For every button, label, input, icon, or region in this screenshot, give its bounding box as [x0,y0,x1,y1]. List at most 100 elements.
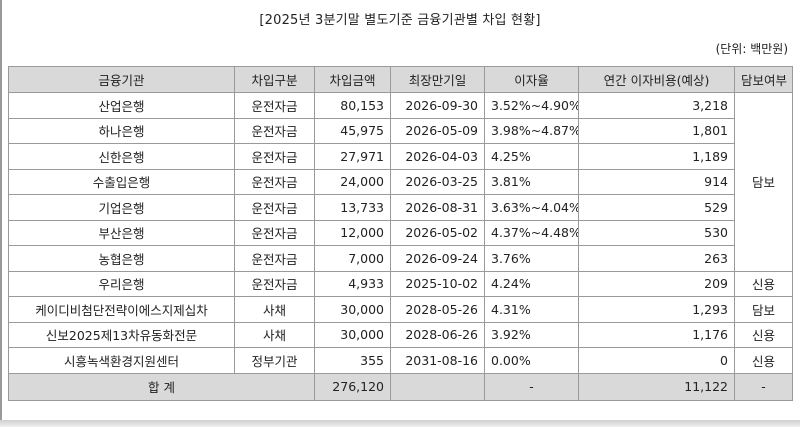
cell-type: 운전자금 [234,270,315,297]
cell-institution: 기업은행 [8,194,235,221]
cell-interest: 1,189 [578,143,735,170]
cell-rate: 0.00% [484,347,579,374]
cell-rate: 3.81% [484,168,579,195]
cell-type: 운전자금 [234,143,315,170]
cell-rate: 4.25% [484,143,579,170]
cell-institution: 부산은행 [8,219,235,246]
cell-rate: 3.63%~4.04% [484,194,579,221]
cell-amount: 30,000 [314,296,391,323]
table-title: [2025년 3분기말 별도기준 금융기관별 차입 현황] [259,13,541,28]
table-row: 수출입은행 운전자금 24,000 2026-03-25 3.81% 914 [8,168,793,195]
cell-interest: 1,293 [578,296,735,323]
cell-interest: 914 [578,168,735,195]
cell-type: 정부기관 [234,347,315,374]
table-row: 산업은행 운전자금 80,153 2026-09-30 3.52%~4.90% … [8,92,793,272]
header-amount: 차입금액 [314,66,391,93]
cell-amount: 12,000 [314,219,391,246]
unit-label: (단위: 백만원) [715,42,788,56]
cell-maturity: 2026-05-09 [390,117,485,144]
total-label: 합 계 [8,372,315,401]
table-row: 신한은행 운전자금 27,971 2026-04-03 4.25% 1,189 [8,143,793,170]
cell-amount: 13,733 [314,194,391,221]
table-row: 신보2025제13차유동화전문 사채 30,000 2028-06-26 3.9… [8,321,793,348]
cell-amount: 24,000 [314,168,391,195]
table-row: 케이디비첨단전략이에스지제십차 사채 30,000 2028-05-26 4.3… [8,296,793,323]
cell-interest: 209 [578,270,735,297]
cell-institution: 신보2025제13차유동화전문 [8,321,235,348]
table-row: 기업은행 운전자금 13,733 2026-08-31 3.63%~4.04% … [8,194,793,221]
borrowings-table: 금융기관 차입구분 차입금액 최장만기일 이자율 연간 이자비용(예상) 담보여… [8,66,793,401]
cell-amount: 27,971 [314,143,391,170]
cell-maturity: 2028-05-26 [390,296,485,323]
cell-rate: 4.24% [484,270,579,297]
header-interest: 연간 이자비용(예상) [578,66,735,93]
cell-type: 사채 [234,296,315,323]
cell-maturity: 2031-08-16 [390,347,485,374]
cell-rate: 3.52%~4.90% [484,92,579,119]
cell-institution: 시흥녹색환경지원센터 [8,347,235,374]
cell-maturity: 2025-10-02 [390,270,485,297]
total-rate: - [484,372,579,401]
window-left-edge [0,0,2,427]
cell-interest: 3,218 [578,92,735,119]
cell-amount: 4,933 [314,270,391,297]
cell-type: 운전자금 [234,245,315,272]
cell-collateral: 신용 [734,321,793,348]
cell-rate: 3.98%~4.87% [484,117,579,144]
cell-type: 운전자금 [234,92,315,119]
cell-maturity: 2026-08-31 [390,194,485,221]
cell-maturity: 2026-05-02 [390,219,485,246]
bottom-shadow [0,420,800,427]
cell-rate: 3.76% [484,245,579,272]
cell-rate: 3.92% [484,321,579,348]
table-row: 농협은행 운전자금 7,000 2026-09-24 3.76% 263 [8,245,793,272]
cell-interest: 530 [578,219,735,246]
header-rate: 이자율 [484,66,579,93]
cell-amount: 7,000 [314,245,391,272]
header-row: 금융기관 차입구분 차입금액 최장만기일 이자율 연간 이자비용(예상) 담보여… [8,66,793,93]
cell-amount: 80,153 [314,92,391,119]
header-collateral: 담보여부 [734,66,793,93]
cell-interest: 1,801 [578,117,735,144]
cell-institution: 수출입은행 [8,168,235,195]
cell-collateral: 신용 [734,347,793,374]
total-amount: 276,120 [314,372,391,401]
cell-type: 운전자금 [234,219,315,246]
table-row: 부산은행 운전자금 12,000 2026-05-02 4.37%~4.48% … [8,219,793,246]
cell-amount: 45,975 [314,117,391,144]
table-row: 우리은행 운전자금 4,933 2025-10-02 4.24% 209 신용 [8,270,793,297]
header-institution: 금융기관 [8,66,235,93]
table-row: 하나은행 운전자금 45,975 2026-05-09 3.98%~4.87% … [8,117,793,144]
cell-type: 운전자금 [234,168,315,195]
total-collateral: - [734,372,793,401]
cell-rate: 4.31% [484,296,579,323]
cell-amount: 30,000 [314,321,391,348]
cell-maturity: 2026-09-24 [390,245,485,272]
header-type: 차입구분 [234,66,315,93]
header-maturity: 최장만기일 [390,66,485,93]
cell-institution: 신한은행 [8,143,235,170]
cell-maturity: 2028-06-26 [390,321,485,348]
cell-collateral: 신용 [734,270,793,297]
total-maturity [390,372,485,401]
cell-institution: 산업은행 [8,92,235,119]
cell-type: 운전자금 [234,117,315,144]
cell-institution: 농협은행 [8,245,235,272]
cell-institution: 우리은행 [8,270,235,297]
cell-interest: 263 [578,245,735,272]
cell-institution: 케이디비첨단전략이에스지제십차 [8,296,235,323]
cell-type: 운전자금 [234,194,315,221]
cell-collateral-merged: 담보 [734,92,793,272]
cell-maturity: 2026-09-30 [390,92,485,119]
cell-interest: 0 [578,347,735,374]
cell-rate: 4.37%~4.48% [484,219,579,246]
cell-institution: 하나은행 [8,117,235,144]
cell-interest: 1,176 [578,321,735,348]
table-row: 시흥녹색환경지원센터 정부기관 355 2031-08-16 0.00% 0 신… [8,347,793,374]
cell-interest: 529 [578,194,735,221]
cell-maturity: 2026-04-03 [390,143,485,170]
total-row: 합 계 276,120 - 11,122 - [8,372,793,401]
total-interest: 11,122 [578,372,735,401]
cell-amount: 355 [314,347,391,374]
cell-collateral: 담보 [734,296,793,323]
